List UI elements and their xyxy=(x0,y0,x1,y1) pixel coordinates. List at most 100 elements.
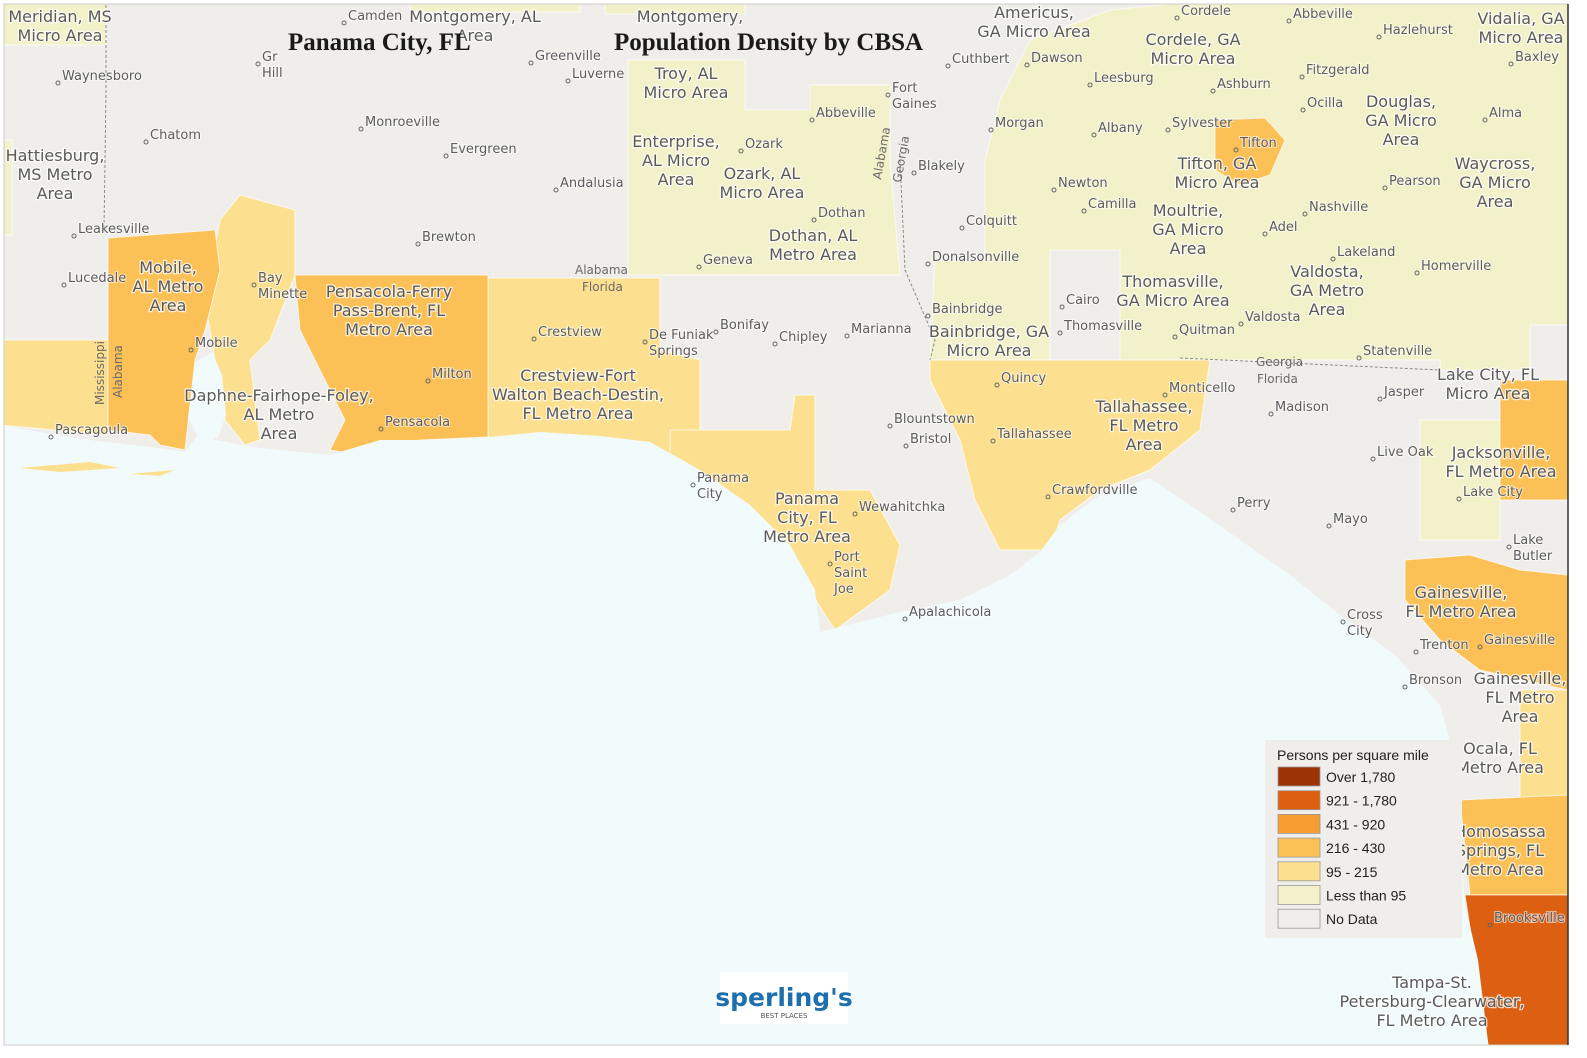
place-label: Minette xyxy=(258,287,307,302)
area-label: Lake City, FL xyxy=(1437,365,1539,384)
area-label: Metro Area xyxy=(1456,860,1544,879)
logo-name: sperling's xyxy=(715,983,852,1012)
place-marker xyxy=(1045,494,1051,500)
place-label: Camilla xyxy=(1088,197,1137,212)
place-label: Pearson xyxy=(1389,174,1441,189)
place-label: Butler xyxy=(1513,549,1553,564)
place-label: Camden xyxy=(348,9,402,24)
area-label: Area xyxy=(658,170,695,189)
place-marker xyxy=(988,127,994,133)
legend-swatch xyxy=(1277,885,1321,905)
place-marker xyxy=(990,438,996,444)
area-label: Moultrie, xyxy=(1153,201,1223,220)
legend-label: Over 1,780 xyxy=(1326,769,1395,785)
map-title: Panama City, FL xyxy=(288,29,471,56)
place-marker xyxy=(1238,321,1244,327)
cbsa-region xyxy=(1214,117,1286,186)
place-label: Apalachicola xyxy=(909,605,991,620)
place-label: Geneva xyxy=(703,253,753,268)
place-label: Perry xyxy=(1237,496,1271,511)
place-label: Dothan xyxy=(818,206,866,221)
state-label: Alabama xyxy=(111,345,125,398)
place-marker xyxy=(811,217,817,223)
place-label: Albany xyxy=(1098,121,1143,136)
area-label: Vidalia, GA xyxy=(1477,9,1564,28)
legend-label: 216 - 430 xyxy=(1326,840,1385,856)
legend-title: Persons per square mile xyxy=(1277,747,1429,763)
place-label: Evergreen xyxy=(450,142,517,157)
area-label: GA Micro Area xyxy=(1116,291,1229,310)
place-label: Fort xyxy=(892,81,917,96)
area-label: FL Metro Area xyxy=(1445,462,1556,481)
place-marker xyxy=(994,382,1000,388)
area-label: Tifton, GA xyxy=(1177,154,1257,173)
place-marker xyxy=(553,187,559,193)
area-label: AL Micro xyxy=(642,151,710,170)
place-label: Leakesville xyxy=(78,222,149,237)
place-label: Lake City xyxy=(1463,485,1523,500)
place-label: Adel xyxy=(1269,220,1298,235)
cbsa-region xyxy=(1419,419,1501,541)
area-label: Americus, xyxy=(994,3,1074,22)
place-label: Live Oak xyxy=(1377,445,1434,460)
state-label: Georgia xyxy=(1256,355,1303,369)
place-marker xyxy=(1356,355,1362,361)
area-label: Micro Area xyxy=(1175,173,1260,192)
area-label: MS Metro xyxy=(18,165,93,184)
place-label: Ocilla xyxy=(1307,96,1343,111)
place-label: De Funiak xyxy=(649,328,714,343)
place-marker xyxy=(1370,456,1376,462)
state-label: Florida xyxy=(582,280,623,294)
place-label: Lucedale xyxy=(68,271,126,286)
place-label: Lakeland xyxy=(1337,245,1395,260)
place-marker xyxy=(143,139,149,145)
place-label: Tifton xyxy=(1239,136,1277,151)
cbsa-region xyxy=(409,4,746,15)
place-label: Monticello xyxy=(1169,381,1235,396)
place-label: City xyxy=(1347,624,1373,639)
area-label: Homosassa xyxy=(1454,822,1546,841)
place-label: Leesburg xyxy=(1094,71,1154,86)
place-marker xyxy=(1262,231,1268,237)
place-marker xyxy=(1382,185,1388,191)
area-label: Ocala, FL xyxy=(1463,739,1537,758)
place-marker xyxy=(713,329,719,335)
place-marker xyxy=(71,233,77,239)
place-label: Alma xyxy=(1489,106,1522,121)
barrier-islands xyxy=(20,462,175,476)
area-label: Mobile, xyxy=(139,258,197,277)
place-label: Lake xyxy=(1513,533,1543,548)
area-label: Petersburg-Clearwater, xyxy=(1340,992,1525,1011)
area-label: Valdosta, xyxy=(1290,262,1363,281)
place-marker xyxy=(1230,507,1236,513)
place-marker xyxy=(443,153,449,159)
place-marker xyxy=(188,347,194,353)
place-label: Fitzgerald xyxy=(1306,63,1370,78)
area-label: Area xyxy=(1126,435,1163,454)
place-label: Valdosta xyxy=(1245,310,1301,325)
place-marker xyxy=(1091,132,1097,138)
place-marker xyxy=(911,170,917,176)
place-label: Nashville xyxy=(1309,200,1368,215)
place-label: Blountstown xyxy=(894,412,975,427)
place-marker xyxy=(1057,330,1063,336)
area-label: Walton Beach-Destin, xyxy=(492,385,664,404)
area-label: AL Metro xyxy=(133,277,204,296)
place-label: Gaines xyxy=(892,97,937,112)
legend-swatch xyxy=(1277,814,1321,834)
place-marker xyxy=(1286,18,1292,24)
area-label: Micro Area xyxy=(720,183,805,202)
area-label: GA Micro Area xyxy=(977,22,1090,41)
area-label: AL Metro xyxy=(244,405,315,424)
place-label: Hazlehurst xyxy=(1383,23,1453,38)
logo-tagline: BEST PLACES xyxy=(761,1012,808,1020)
place-marker xyxy=(48,434,54,440)
place-marker xyxy=(1299,74,1305,80)
place-marker xyxy=(528,60,534,66)
place-label: Morgan xyxy=(995,116,1044,131)
area-label: GA Micro xyxy=(1152,220,1224,239)
place-label: Andalusia xyxy=(560,176,624,191)
place-label: Donalsonville xyxy=(932,250,1019,265)
place-marker xyxy=(1456,496,1462,502)
place-label: Joe xyxy=(833,582,854,597)
